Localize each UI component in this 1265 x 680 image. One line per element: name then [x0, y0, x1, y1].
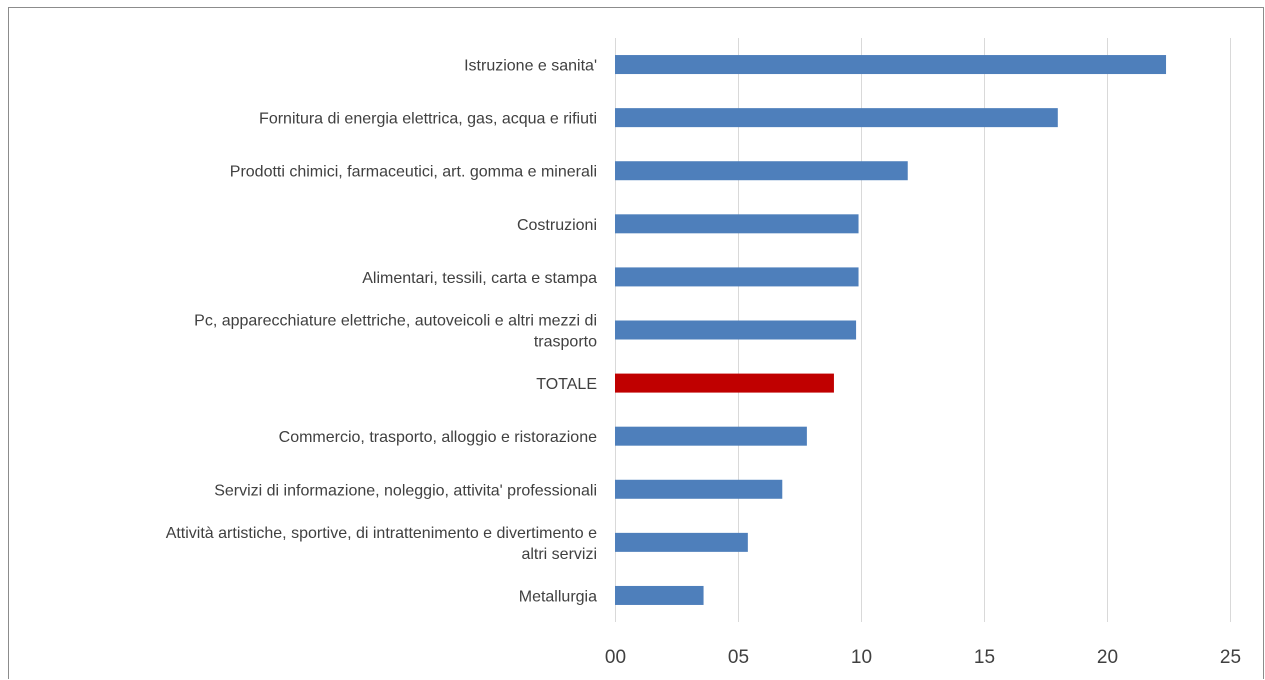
category-label-line: Metallurgia: [519, 588, 597, 605]
category-label: TOTALE: [536, 376, 597, 393]
x-tick-label: 10: [851, 647, 872, 668]
bar: [615, 214, 859, 234]
category-label: Metallurgia: [519, 588, 597, 605]
category-label: Prodotti chimici, farmaceutici, art. gom…: [230, 164, 597, 181]
category-label-line: altri servizi: [521, 546, 597, 563]
bar: [615, 585, 704, 605]
category-labels: Istruzione e sanita' Fornitura di energia…: [166, 58, 597, 606]
category-label-line: Costruzioni: [517, 217, 597, 234]
x-tick-label: 20: [1097, 647, 1118, 668]
category-label-line: Fornitura di energia elettrica, gas, acq…: [259, 111, 597, 128]
bar: [615, 267, 859, 287]
x-tick-label: 00: [605, 647, 626, 668]
category-label: Commercio, trasporto, alloggio e ristora…: [279, 429, 597, 446]
bar: [615, 532, 748, 552]
category-label: Alimentari, tessili, carta e stampa: [362, 270, 597, 287]
category-label: Pc, apparecchiature elettriche, autoveic…: [194, 313, 597, 351]
category-label-line: Attività artistiche, sportive, di intrat…: [166, 525, 597, 542]
bar: [615, 108, 1058, 128]
bar-totale: [615, 373, 834, 393]
x-tick-label: 25: [1220, 647, 1241, 668]
category-label-line: Prodotti chimici, farmaceutici, art. gom…: [230, 164, 597, 181]
x-tick-label: 15: [974, 647, 995, 668]
bar: [615, 161, 908, 181]
bar: [615, 320, 857, 340]
category-label: Attività artistiche, sportive, di intrat…: [166, 525, 597, 563]
bar: [615, 426, 807, 446]
category-label-line: trasporto: [534, 334, 597, 351]
x-tick-label: 05: [728, 647, 749, 668]
category-label-line: Alimentari, tessili, carta e stampa: [362, 270, 597, 287]
bar: [615, 479, 783, 499]
category-label: Costruzioni: [517, 217, 597, 234]
category-label: Istruzione e sanita': [464, 58, 597, 75]
category-label-line: Commercio, trasporto, alloggio e ristora…: [279, 429, 597, 446]
bar: [615, 55, 1167, 75]
category-label: Fornitura di energia elettrica, gas, acq…: [259, 111, 597, 128]
x-tick-labels: 00 05 10 15 20 25: [605, 647, 1241, 668]
category-label-line: Istruzione e sanita': [464, 58, 597, 75]
category-label-line: TOTALE: [536, 376, 597, 393]
category-label-line: Pc, apparecchiature elettriche, autoveic…: [194, 313, 597, 330]
bars: [615, 55, 1167, 605]
category-label-line: Servizi di informazione, noleggio, attiv…: [214, 482, 597, 499]
category-label: Servizi di informazione, noleggio, attiv…: [214, 482, 597, 499]
